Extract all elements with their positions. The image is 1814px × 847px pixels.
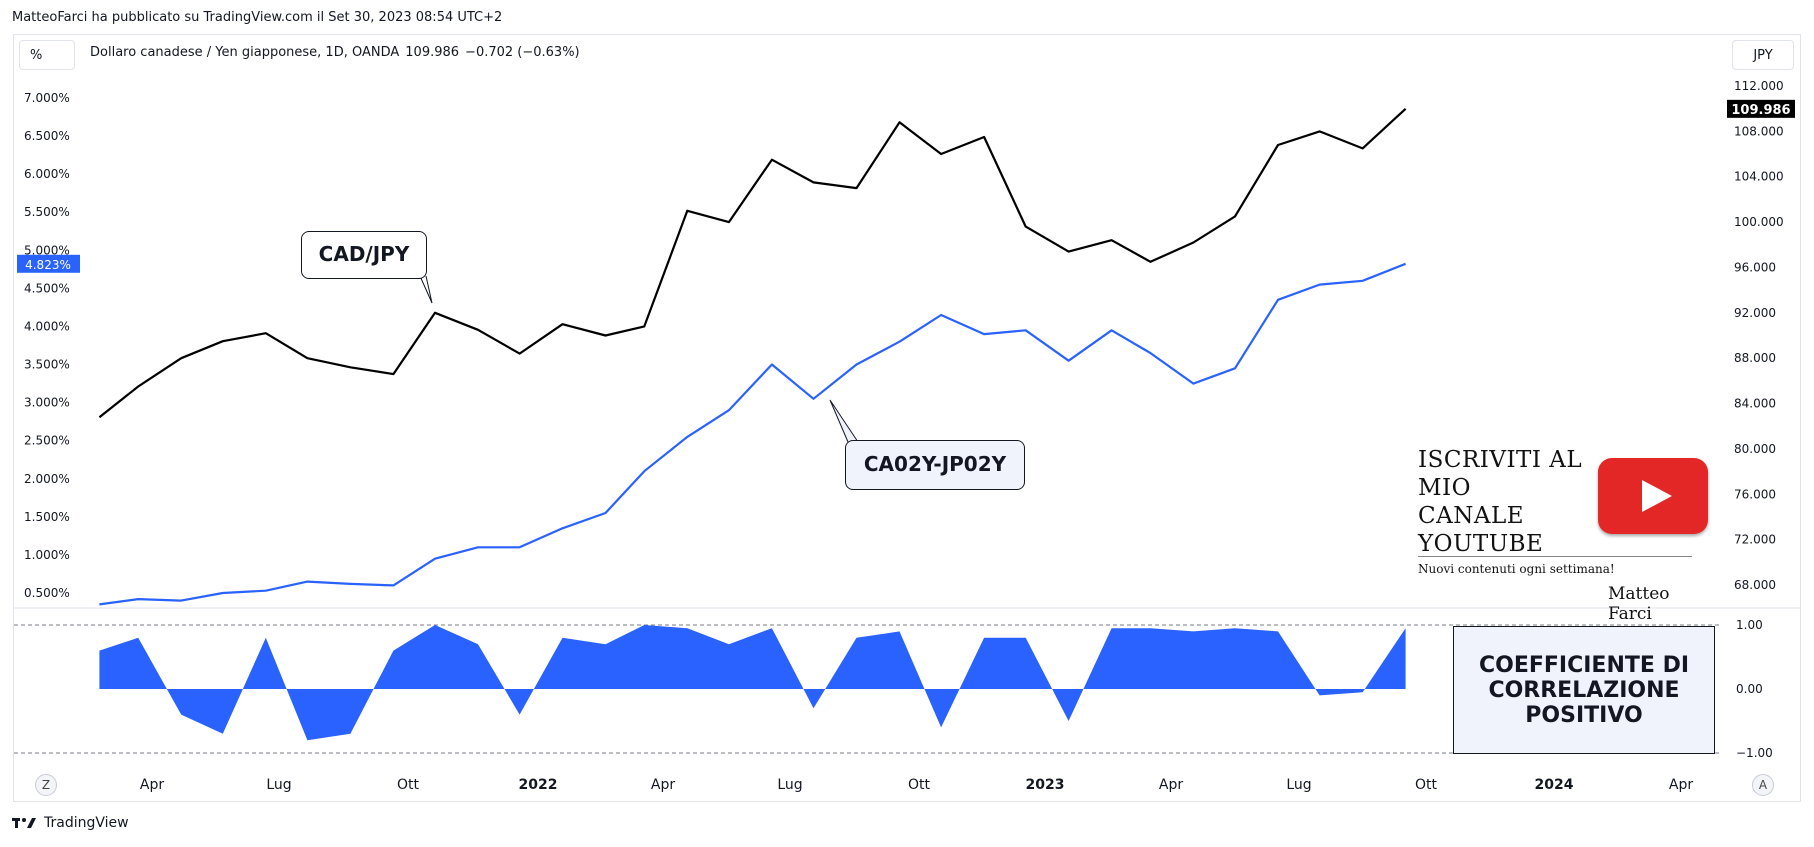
price-badge-label: 109.986 — [1731, 103, 1790, 118]
right-axis-tick: 68.000 — [1734, 578, 1776, 592]
time-axis-tick: Apr — [140, 777, 164, 793]
correlation-axis-tick: −1.00 — [1736, 746, 1773, 760]
correlation-note-line: POSITIVO — [1525, 703, 1643, 728]
left-axis-tick: 1.000% — [24, 548, 70, 562]
correlation-area — [99, 625, 1406, 741]
promo-subtitle: Nuovi contenuti ogni settimana! — [1418, 562, 1615, 576]
percent-scale-button[interactable]: % — [19, 40, 75, 70]
time-axis-tick: Lug — [266, 777, 291, 793]
last-price: 109.986 — [405, 45, 460, 60]
tradingview-logo[interactable]: TradingView — [12, 815, 129, 831]
zoom-reset-button[interactable]: Z — [35, 774, 57, 796]
time-axis: Apr Lug Ott 2022 Apr Lug Ott 2023 Apr Lug Ott 2024 A… — [140, 777, 1693, 793]
right-axis-tick: 76.000 — [1734, 487, 1776, 501]
cadjpy-series-path — [98, 107, 1407, 419]
right-axis-tick: 88.000 — [1734, 351, 1776, 365]
correlation-guides — [14, 624, 1720, 754]
time-axis-tick: 2022 — [519, 777, 558, 793]
auto-scale-button[interactable]: A — [1752, 774, 1774, 796]
right-axis-tick: 112.000 — [1734, 79, 1784, 93]
correlation-area-path — [99, 625, 1406, 741]
spread-badge-bg — [17, 254, 80, 273]
time-axis-tick: 2023 — [1026, 777, 1065, 793]
price-badge-bg — [1727, 99, 1795, 118]
left-axis-tick: 1.500% — [24, 510, 70, 524]
time-axis-tick: Ott — [908, 777, 931, 793]
promo-signature: Matteo Farci — [1608, 584, 1670, 624]
cadjpy-callout-pointer — [419, 275, 433, 304]
cadjpy-callout: CAD/JPY — [301, 231, 427, 279]
left-axis-tick: 2.000% — [24, 472, 70, 486]
promo-title-line: YOUTUBE — [1418, 531, 1544, 557]
play-triangle-icon — [1642, 480, 1672, 512]
left-percent-axis: 7.000% 6.500% 6.000% 5.500% 5.000% 4.500% 4.00… — [24, 91, 70, 600]
time-axis-tick: Apr — [651, 777, 675, 793]
left-axis-tick: 6.500% — [24, 129, 70, 143]
promo-divider — [1418, 556, 1692, 557]
publish-header: MatteoFarci ha pubblicato su TradingView… — [12, 10, 503, 25]
correlation-note: COEFFICIENTE DI CORRELAZIONE POSITIVO — [1453, 626, 1715, 754]
currency-button[interactable]: JPY — [1732, 40, 1794, 70]
correlation-axis-tick: 0.00 — [1736, 682, 1763, 696]
right-axis-tick: 84.000 — [1734, 397, 1776, 411]
left-axis-tick: 4.000% — [24, 319, 70, 333]
spread-callout: CA02Y-JP02Y — [845, 440, 1025, 490]
right-axis-tick: 104.000 — [1734, 170, 1784, 184]
left-axis-tick: 0.500% — [24, 586, 70, 600]
left-axis-tick: 4.500% — [24, 281, 70, 295]
time-axis-tick: Lug — [1286, 777, 1311, 793]
time-axis-tick: Apr — [1159, 777, 1183, 793]
left-axis-tick: 6.000% — [24, 167, 70, 181]
time-axis-tick: 2024 — [1535, 777, 1574, 793]
spread-line — [99, 262, 1407, 606]
youtube-promo[interactable]: ISCRIVITI AL MIO CANALE YOUTUBE Nuovi co… — [1418, 446, 1718, 624]
promo-title: ISCRIVITI AL MIO CANALE YOUTUBE — [1418, 446, 1718, 558]
time-axis-tick: Lug — [777, 777, 802, 793]
tradingview-logo-icon — [12, 818, 36, 828]
right-axis-tick: 96.000 — [1734, 260, 1776, 274]
price-change: −0.702 (−0.63%) — [465, 45, 580, 60]
correlation-axis-tick: 1.00 — [1736, 618, 1763, 632]
tradingview-brand: TradingView — [44, 815, 129, 831]
spread-badge-label: 4.823% — [25, 258, 71, 272]
left-axis-tick: 3.000% — [24, 396, 70, 410]
left-axis-tick: 5.500% — [24, 205, 70, 219]
time-axis-tick: Apr — [1669, 777, 1693, 793]
right-axis-tick: 92.000 — [1734, 306, 1776, 320]
promo-title-line: CANALE — [1418, 503, 1525, 529]
right-price-axis: 112.000 108.000 104.000 100.000 96.000 92.000… — [1734, 79, 1784, 592]
left-axis-tick: 3.500% — [24, 358, 70, 372]
last-value-badges: 109.986 4.823% — [17, 99, 1795, 273]
correlation-note-line: COEFFICIENTE DI — [1478, 653, 1690, 678]
right-axis-tick: 108.000 — [1734, 124, 1784, 138]
left-axis-tick: 7.000% — [24, 91, 70, 105]
left-axis-tick: 2.500% — [24, 434, 70, 448]
cadjpy-line — [98, 107, 1407, 419]
promo-title-line: ISCRIVITI AL — [1418, 447, 1583, 473]
spread-series-path — [99, 262, 1407, 606]
symbol-legend: Dollaro canadese / Yen giapponese, 1D, O… — [90, 45, 586, 60]
correlation-note-line: CORRELAZIONE — [1488, 678, 1680, 703]
right-axis-tick: 80.000 — [1734, 442, 1776, 456]
time-axis-tick: Ott — [1415, 777, 1438, 793]
right-axis-tick: 100.000 — [1734, 215, 1784, 229]
correlation-axis: 1.00 0.00 −1.00 — [1736, 618, 1773, 760]
symbol-name: Dollaro canadese / Yen giapponese, 1D, O… — [90, 45, 400, 60]
spread-callout-pointer — [829, 399, 859, 443]
youtube-play-icon[interactable] — [1598, 458, 1708, 534]
promo-title-line: MIO — [1418, 475, 1471, 501]
time-axis-tick: Ott — [397, 777, 420, 793]
right-axis-tick: 72.000 — [1734, 533, 1776, 547]
chart-frame — [13, 34, 1801, 802]
left-axis-tick: 5.000% — [24, 243, 70, 257]
